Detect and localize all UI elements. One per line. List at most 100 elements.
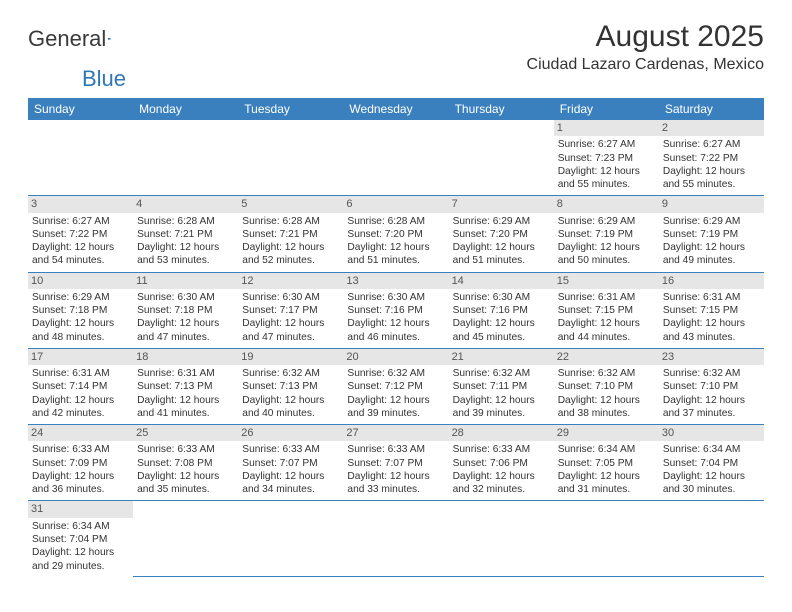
day-cell: 11Sunrise: 6:30 AMSunset: 7:18 PMDayligh… (133, 273, 238, 349)
daylight-line: Daylight: 12 hours and 47 minutes. (242, 317, 339, 344)
daylight-line: Daylight: 12 hours and 53 minutes. (137, 241, 234, 268)
sunset-line: Sunset: 7:06 PM (453, 457, 550, 470)
day-number: 14 (449, 273, 554, 289)
day-header: Wednesday (343, 98, 448, 120)
sunset-line: Sunset: 7:10 PM (663, 380, 760, 393)
sunrise-line: Sunrise: 6:30 AM (347, 291, 444, 304)
day-header: Tuesday (238, 98, 343, 120)
sunset-line: Sunset: 7:18 PM (137, 304, 234, 317)
day-header: Saturday (659, 98, 764, 120)
day-cell: 15Sunrise: 6:31 AMSunset: 7:15 PMDayligh… (554, 273, 659, 349)
day-cell: 9 Sunrise: 6:29 AMSunset: 7:19 PMDaylight… (659, 196, 764, 272)
day-number: 21 (449, 349, 554, 365)
sunset-line: Sunset: 7:13 PM (242, 380, 339, 393)
daylight-line: Daylight: 12 hours and 55 minutes. (558, 165, 655, 192)
logo: General (28, 20, 130, 52)
sunset-line: Sunset: 7:09 PM (32, 457, 129, 470)
daylight-line: Daylight: 12 hours and 55 minutes. (663, 165, 760, 192)
day-cell: 3Sunrise: 6:27 AMSunset: 7:22 PMDaylight… (28, 196, 133, 272)
daylight-line: Daylight: 12 hours and 50 minutes. (558, 241, 655, 268)
sunrise-line: Sunrise: 6:28 AM (347, 215, 444, 228)
sunset-line: Sunset: 7:16 PM (453, 304, 550, 317)
day-number: 20 (343, 349, 448, 365)
day-number: 26 (238, 425, 343, 441)
sunset-line: Sunset: 7:19 PM (663, 228, 760, 241)
day-number: 18 (133, 349, 238, 365)
sunset-line: Sunset: 7:12 PM (347, 380, 444, 393)
sunrise-line: Sunrise: 6:30 AM (242, 291, 339, 304)
day-number: 24 (28, 425, 133, 441)
sunrise-line: Sunrise: 6:34 AM (663, 443, 760, 456)
day-number: 3 (28, 196, 133, 212)
day-number: 9 (659, 196, 764, 212)
sunrise-line: Sunrise: 6:31 AM (32, 367, 129, 380)
day-number: 22 (554, 349, 659, 365)
sunrise-line: Sunrise: 6:32 AM (347, 367, 444, 380)
daylight-line: Daylight: 12 hours and 42 minutes. (32, 394, 129, 421)
daylight-line: Daylight: 12 hours and 51 minutes. (347, 241, 444, 268)
daylight-line: Daylight: 12 hours and 54 minutes. (32, 241, 129, 268)
day-cell: 22Sunrise: 6:32 AMSunset: 7:10 PMDayligh… (554, 349, 659, 425)
day-number: 1 (554, 120, 659, 136)
sunrise-line: Sunrise: 6:29 AM (453, 215, 550, 228)
day-number: 10 (28, 273, 133, 289)
sunrise-line: Sunrise: 6:27 AM (558, 138, 655, 151)
sunrise-line: Sunrise: 6:33 AM (242, 443, 339, 456)
day-cell: 24Sunrise: 6:33 AMSunset: 7:09 PMDayligh… (28, 425, 133, 501)
sunrise-line: Sunrise: 6:31 AM (137, 367, 234, 380)
sunrise-line: Sunrise: 6:28 AM (242, 215, 339, 228)
sunset-line: Sunset: 7:20 PM (347, 228, 444, 241)
empty-cell (238, 501, 343, 577)
day-number: 29 (554, 425, 659, 441)
day-cell: 16Sunrise: 6:31 AMSunset: 7:15 PMDayligh… (659, 273, 764, 349)
empty-cell (343, 501, 448, 577)
sunrise-line: Sunrise: 6:34 AM (558, 443, 655, 456)
sunset-line: Sunset: 7:14 PM (32, 380, 129, 393)
daylight-line: Daylight: 12 hours and 41 minutes. (137, 394, 234, 421)
sunset-line: Sunset: 7:22 PM (663, 152, 760, 165)
day-number: 8 (554, 196, 659, 212)
day-cell: 2Sunrise: 6:27 AMSunset: 7:22 PMDaylight… (659, 120, 764, 196)
day-header: Thursday (449, 98, 554, 120)
day-number: 11 (133, 273, 238, 289)
daylight-line: Daylight: 12 hours and 49 minutes. (663, 241, 760, 268)
sunrise-line: Sunrise: 6:32 AM (453, 367, 550, 380)
sunrise-line: Sunrise: 6:29 AM (663, 215, 760, 228)
day-number: 4 (133, 196, 238, 212)
month-title: August 2025 (527, 20, 764, 54)
sunset-line: Sunset: 7:16 PM (347, 304, 444, 317)
day-cell: 5Sunrise: 6:28 AMSunset: 7:21 PMDaylight… (238, 196, 343, 272)
logo-text-general: General (28, 26, 106, 52)
day-cell: 30Sunrise: 6:34 AMSunset: 7:04 PMDayligh… (659, 425, 764, 501)
day-cell: 19Sunrise: 6:32 AMSunset: 7:13 PMDayligh… (238, 349, 343, 425)
day-number: 17 (28, 349, 133, 365)
day-header: Monday (133, 98, 238, 120)
sunrise-line: Sunrise: 6:29 AM (558, 215, 655, 228)
empty-cell (554, 501, 659, 577)
empty-cell (133, 120, 238, 196)
day-cell: 28Sunrise: 6:33 AMSunset: 7:06 PMDayligh… (449, 425, 554, 501)
sunrise-line: Sunrise: 6:32 AM (558, 367, 655, 380)
day-cell: 14Sunrise: 6:30 AMSunset: 7:16 PMDayligh… (449, 273, 554, 349)
day-number: 28 (449, 425, 554, 441)
daylight-line: Daylight: 12 hours and 38 minutes. (558, 394, 655, 421)
daylight-line: Daylight: 12 hours and 32 minutes. (453, 470, 550, 497)
sunset-line: Sunset: 7:07 PM (347, 457, 444, 470)
sunrise-line: Sunrise: 6:34 AM (32, 520, 129, 533)
day-cell: 6 Sunrise: 6:28 AMSunset: 7:20 PMDaylight… (343, 196, 448, 272)
daylight-line: Daylight: 12 hours and 37 minutes. (663, 394, 760, 421)
day-number: 30 (659, 425, 764, 441)
sunset-line: Sunset: 7:20 PM (453, 228, 550, 241)
sunset-line: Sunset: 7:19 PM (558, 228, 655, 241)
day-cell: 1Sunrise: 6:27 AMSunset: 7:23 PMDaylight… (554, 120, 659, 196)
day-number: 16 (659, 273, 764, 289)
day-number: 19 (238, 349, 343, 365)
sunset-line: Sunset: 7:07 PM (242, 457, 339, 470)
logo-text-blue: Blue (82, 66, 126, 91)
day-number: 23 (659, 349, 764, 365)
sunset-line: Sunset: 7:08 PM (137, 457, 234, 470)
day-number: 6 (343, 196, 448, 212)
sunrise-line: Sunrise: 6:32 AM (663, 367, 760, 380)
day-cell: 17 Sunrise: 6:31 AMSunset: 7:14 PMDayligh… (28, 349, 133, 425)
daylight-line: Daylight: 12 hours and 30 minutes. (663, 470, 760, 497)
